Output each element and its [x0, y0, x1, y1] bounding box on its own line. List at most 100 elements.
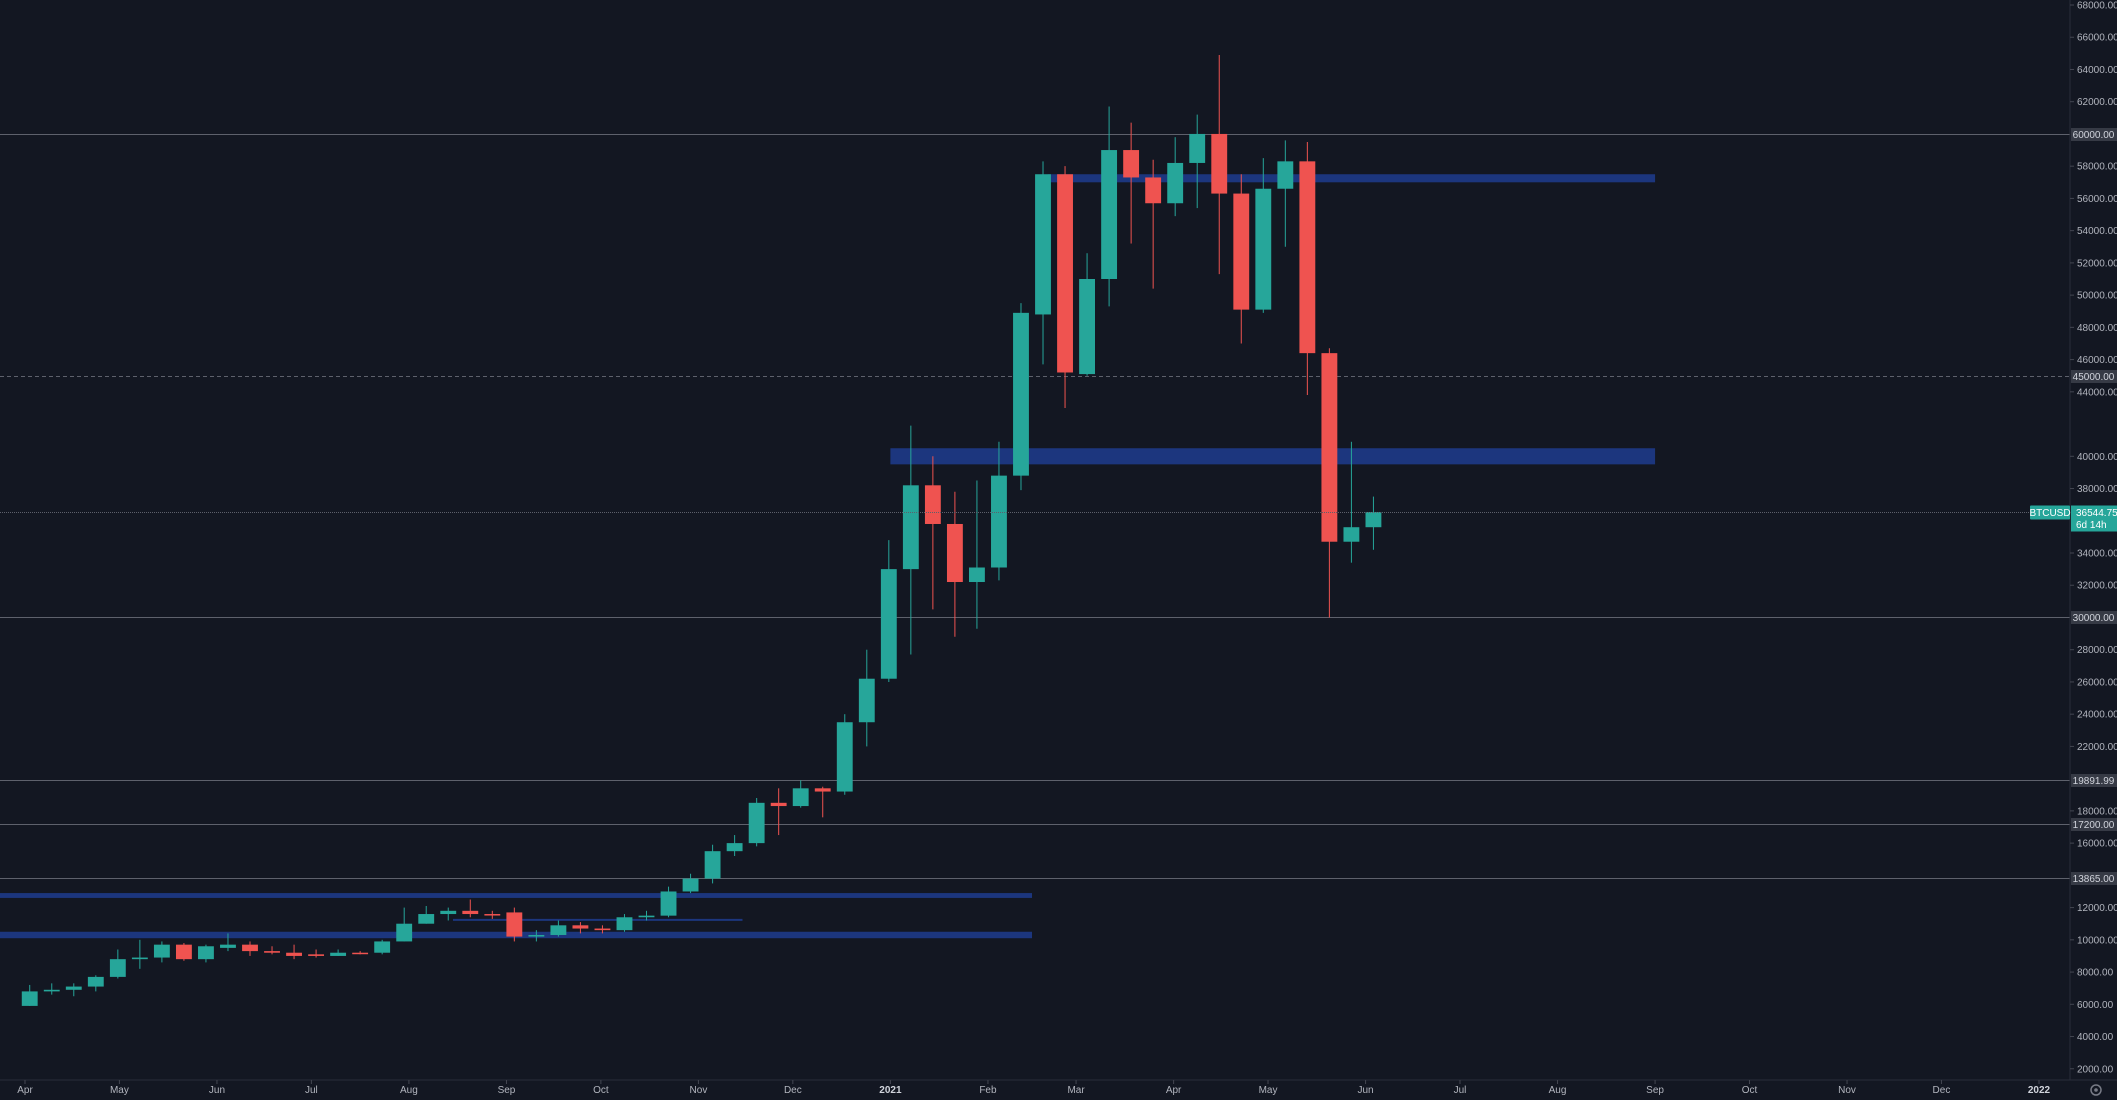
- candle-body: [572, 925, 589, 929]
- candle: [946, 491, 963, 637]
- price-axis-tick-label: 68000.00: [2077, 1, 2117, 12]
- candle: [814, 786, 831, 818]
- candle-body: [374, 941, 391, 953]
- candle-body: [1211, 133, 1228, 194]
- candle: [726, 835, 743, 857]
- candle-body: [770, 802, 787, 807]
- candle: [484, 910, 501, 919]
- candle: [109, 949, 126, 979]
- candle: [220, 933, 236, 952]
- candle-body: [880, 569, 897, 679]
- price-axis-tick-label: 4000.00: [2077, 1032, 2114, 1043]
- candle: [286, 944, 302, 960]
- time-axis-tick-label: Jul: [305, 1085, 318, 1096]
- candle: [836, 714, 853, 795]
- candle-body: [1233, 193, 1250, 310]
- price-axis-tick-label: 38000.00: [2077, 484, 2117, 495]
- candle: [242, 941, 258, 956]
- candle: [264, 946, 280, 955]
- candle: [1057, 166, 1073, 408]
- candle-body: [352, 952, 369, 955]
- candle-body: [836, 722, 853, 792]
- price-axis-tick-label: 44000.00: [2077, 387, 2117, 398]
- candle-body: [660, 891, 677, 916]
- candle-body: [242, 944, 258, 952]
- price-axis-tick-label: 10000.00: [2077, 935, 2117, 946]
- candle-body: [528, 934, 545, 937]
- candle: [991, 441, 1007, 581]
- candle: [153, 941, 170, 963]
- candle-body: [550, 925, 567, 935]
- candle-body: [330, 952, 347, 956]
- price-axis-tick-label: 34000.00: [2077, 549, 2117, 560]
- candle-body: [594, 928, 611, 931]
- candle: [660, 886, 677, 918]
- candle-body: [924, 485, 941, 524]
- candle: [638, 910, 655, 921]
- candle: [1145, 159, 1162, 289]
- time-axis-tick-label: Apr: [17, 1085, 33, 1096]
- candle: [792, 780, 809, 808]
- candle: [330, 949, 347, 956]
- horizontal-line-price-label: 45000.00: [2073, 372, 2115, 383]
- time-axis-tick-label: Oct: [1742, 1085, 1758, 1096]
- price-axis-tick-label: 40000.00: [2077, 452, 2117, 463]
- time-axis-tick-label: 2022: [2028, 1085, 2051, 1096]
- candle: [131, 939, 148, 969]
- candle: [858, 649, 875, 747]
- candle-body: [308, 954, 325, 956]
- candle-body: [1167, 162, 1184, 204]
- candle-body: [616, 917, 633, 931]
- candle-body: [109, 959, 126, 977]
- price-axis-tick-label: 52000.00: [2077, 258, 2117, 269]
- candle: [682, 873, 699, 894]
- price-axis-tick-label: 18000.00: [2077, 806, 2117, 817]
- time-axis-tick-label: Jun: [209, 1085, 225, 1096]
- candle: [1013, 303, 1029, 491]
- bar-countdown-label: 6d 14h: [2076, 520, 2107, 531]
- price-axis[interactable]: 2000.00 4000.00 6000.00 8000.00 10000.00 1200…: [2070, 1, 2117, 1076]
- horizontal-line-price-label-bg: [2071, 774, 2117, 787]
- time-axis-tick-label: 2021: [879, 1085, 902, 1096]
- candle-body: [462, 910, 479, 915]
- time-axis-tick-label: Aug: [400, 1085, 418, 1096]
- price-axis-tick-label: 22000.00: [2077, 742, 2117, 753]
- candle: [374, 939, 391, 955]
- candle: [21, 984, 38, 1006]
- candle: [1299, 142, 1316, 396]
- horizontal-line-price-label: 17200.00: [2073, 820, 2115, 831]
- candle: [352, 951, 369, 955]
- price-axis-tick-label: 2000.00: [2077, 1064, 2114, 1075]
- horizontal-line-price-label-bg: [2071, 611, 2117, 624]
- candle-body: [506, 912, 523, 937]
- candle-body: [418, 914, 435, 924]
- candle: [1365, 496, 1382, 550]
- candle-body: [1365, 511, 1382, 528]
- horizontal-line-price-label: 19891.99: [2073, 776, 2115, 787]
- settings-gear-icon[interactable]: [2090, 1084, 2102, 1096]
- time-axis-tick-label: Sep: [1646, 1085, 1664, 1096]
- candle: [175, 943, 192, 961]
- candle-body: [396, 923, 413, 942]
- candle-body: [1321, 353, 1338, 542]
- candle-body: [1013, 312, 1029, 476]
- candle: [440, 907, 457, 921]
- candle-body: [65, 986, 82, 990]
- time-axis-tick-label: Feb: [979, 1085, 997, 1096]
- time-axis-tick-label: Jul: [1454, 1085, 1467, 1096]
- candle: [1167, 137, 1184, 217]
- candle: [528, 930, 545, 942]
- candle-body: [220, 944, 236, 948]
- candle-body: [1123, 150, 1140, 178]
- time-axis-tick-label: May: [110, 1085, 129, 1096]
- horizontal-line-layer: [0, 134, 2070, 879]
- time-axis-tick-label: Jun: [1358, 1085, 1374, 1096]
- candle-body: [1277, 161, 1294, 189]
- candle: [65, 983, 82, 997]
- price-axis-tick-label: 48000.00: [2077, 323, 2117, 334]
- time-axis-tick-label: Apr: [1166, 1085, 1182, 1096]
- time-axis[interactable]: Apr May Jun Jul Aug Sep Oct Nov Dec 2021 Feb Mar Apr…: [17, 1080, 2051, 1096]
- candle-body: [87, 976, 104, 987]
- time-axis-tick-label: Dec: [784, 1085, 802, 1096]
